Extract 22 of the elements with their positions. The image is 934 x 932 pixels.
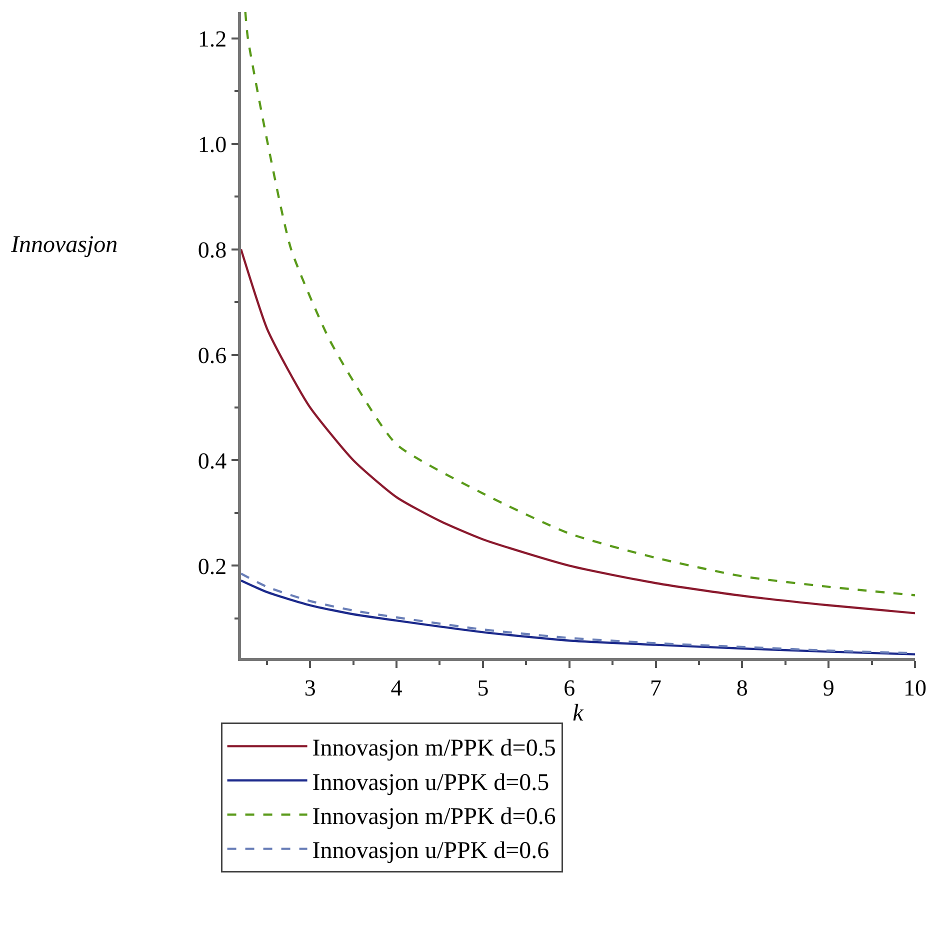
- x-tick-label: 10: [904, 675, 926, 700]
- x-tick-label: 4: [390, 675, 403, 700]
- legend-label: Innovasjon m/PPK d=0.5: [312, 736, 556, 762]
- line-series: [241, 248, 915, 614]
- x-tick-label: 3: [304, 675, 316, 700]
- line-series: [244, 12, 915, 596]
- x-axis-title: k: [572, 700, 584, 726]
- legend-label: Innovasjon m/PPK d=0.6: [312, 804, 556, 830]
- y-tick-label: 0.8: [198, 237, 227, 262]
- x-tick-label: 8: [736, 675, 748, 700]
- legend-label: Innovasjon u/PPK d=0.5: [312, 770, 550, 796]
- y-axis-title: Innovasjon: [10, 232, 118, 258]
- x-tick-label: 5: [477, 675, 489, 700]
- y-tick-label: 0.4: [198, 448, 228, 474]
- legend-label: Innovasjon u/PPK d=0.6: [312, 838, 550, 864]
- y-tick-label: 0.6: [198, 342, 227, 368]
- x-tick-label: 7: [650, 675, 662, 700]
- x-tick-label: 9: [822, 675, 834, 700]
- y-tick-label: 0.2: [198, 554, 227, 579]
- y-tick-label: 1.0: [198, 132, 227, 157]
- y-tick-label: 1.2: [198, 26, 227, 52]
- x-tick-label: 6: [564, 675, 576, 700]
